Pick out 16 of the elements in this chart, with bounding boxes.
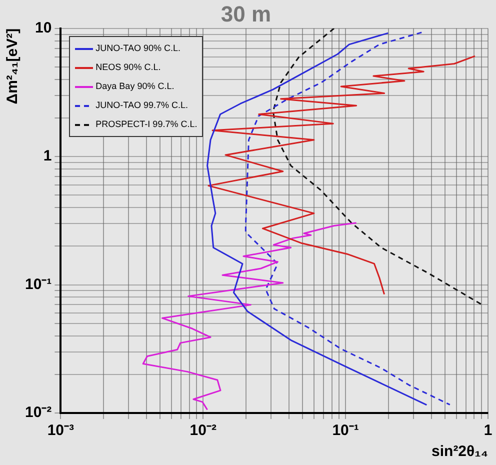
y-tick-label: 1 bbox=[43, 148, 52, 165]
y-tick-label: 10 bbox=[34, 20, 52, 37]
chart-title: 30 m bbox=[220, 1, 272, 26]
x-tick-label: 10⁻³ bbox=[47, 422, 74, 440]
x-axis-title: sin²2θ₁₄ bbox=[432, 443, 488, 460]
x-tick-label: 1 bbox=[484, 422, 492, 440]
legend-label: NEOS 90% C.L. bbox=[96, 61, 161, 74]
y-axis-title: Δm²₄₁[eV²] bbox=[4, 28, 22, 104]
legend-label: PROSPECT-I 99.7% C.L. bbox=[96, 118, 198, 132]
y-tick-label: 10⁻² bbox=[24, 404, 52, 422]
legend-label: Daya Bay 90% C.L. bbox=[96, 80, 174, 94]
y-tick-label: 10⁻¹ bbox=[24, 276, 52, 293]
legend-label: JUNO-TAO 99.7% C.L. bbox=[96, 99, 188, 112]
x-tick-label: 10⁻¹ bbox=[332, 422, 359, 440]
legend-label: JUNO-TAO 90% C.L. bbox=[96, 42, 181, 56]
x-tick-label: 10⁻² bbox=[190, 422, 216, 440]
